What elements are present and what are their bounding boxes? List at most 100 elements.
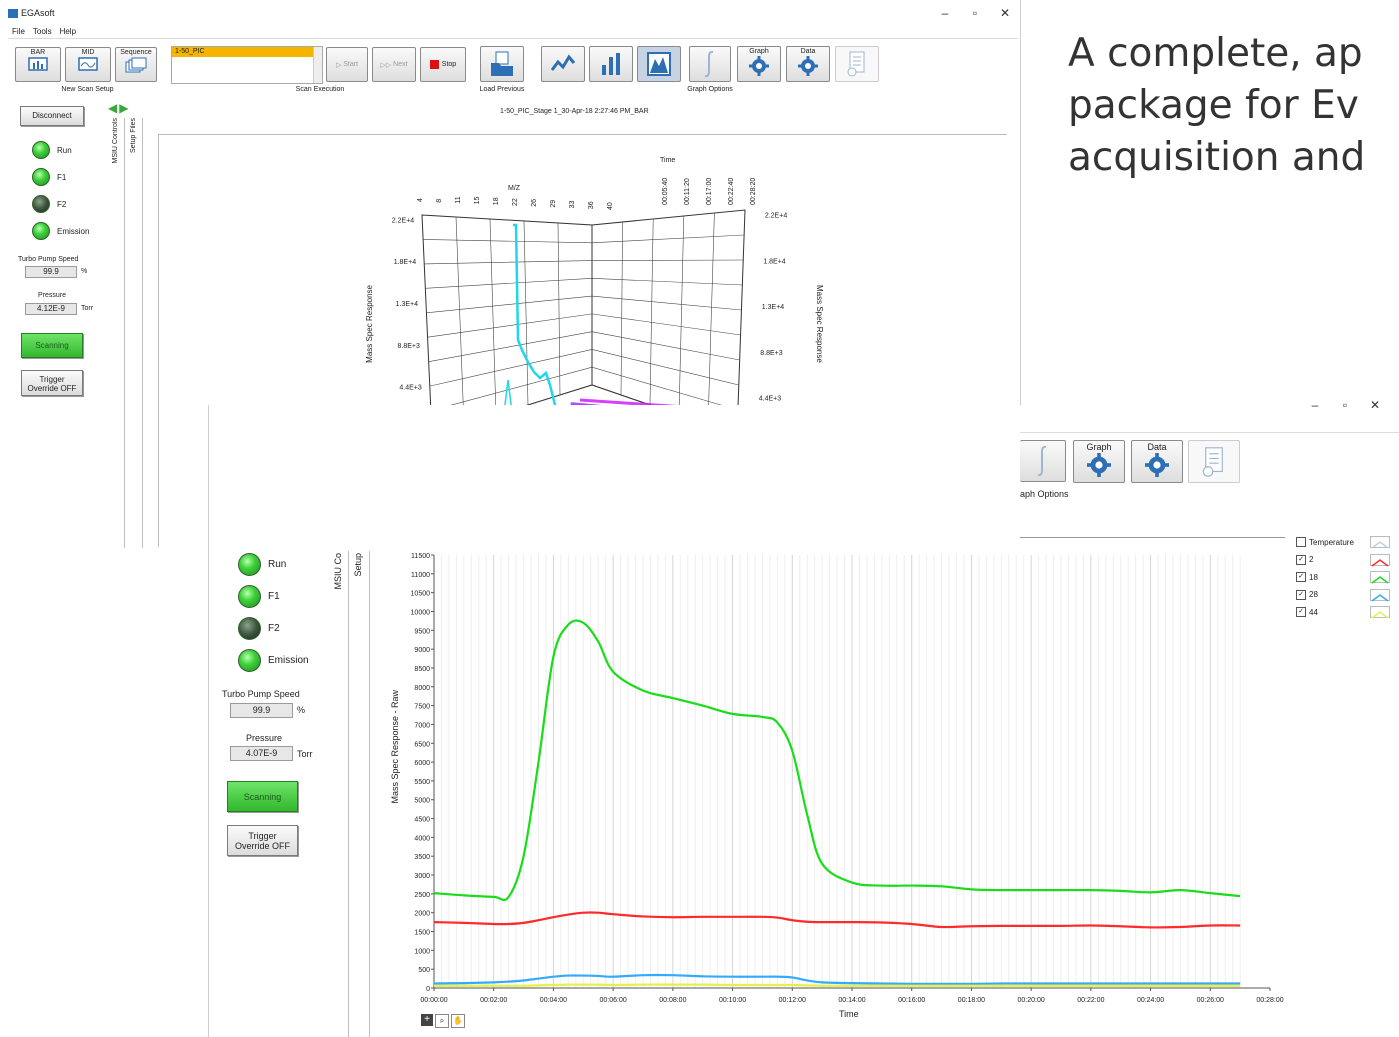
data-settings-button[interactable]: Data	[786, 46, 830, 82]
mz-tick-label: 26	[531, 199, 538, 207]
y-tick-label: 5000	[414, 798, 430, 805]
minimize-icon[interactable]: –	[941, 6, 949, 20]
legend-label: 2	[1309, 555, 1314, 564]
minimize-icon[interactable]: –	[1311, 398, 1319, 412]
stop-icon	[429, 60, 439, 69]
legend-swatch[interactable]	[1370, 536, 1390, 549]
y-tick-label-right: 1.8E+4	[763, 258, 785, 265]
legend-item[interactable]: ✓ 44	[1296, 607, 1318, 617]
time-axis-label: Time	[660, 157, 675, 164]
front-pressure-value: 4.07E-9	[230, 746, 293, 761]
legend-item[interactable]: ✓ 28	[1296, 589, 1318, 600]
legend-checkbox[interactable]: ✓	[1296, 572, 1306, 582]
y-tick-label: 10000	[411, 609, 431, 616]
front-emission-led	[238, 649, 261, 672]
line-graph-button[interactable]	[541, 46, 585, 82]
y-tick-label: 8000	[414, 685, 430, 692]
sequence-button[interactable]: Sequence	[115, 47, 157, 82]
line-graph-icon	[550, 54, 576, 71]
y-tick-label: 4.4E+3	[399, 385, 421, 392]
x-tick-label: 00:10:00	[719, 997, 746, 1004]
3d-graph-button[interactable]	[637, 46, 681, 82]
load-previous-label: Load Previous	[479, 86, 525, 93]
report-button[interactable]	[835, 46, 879, 82]
emission-label: Emission	[57, 227, 90, 236]
front-scanning-button[interactable]: Scanning	[227, 781, 298, 812]
menu-file[interactable]: File	[12, 27, 25, 36]
plot-title: 1-50_PIC_Stage 1_30-Apr-18 2:27:46 PM_BA…	[500, 108, 649, 115]
front-f2-led	[238, 617, 261, 640]
disconnect-button[interactable]: Disconnect	[20, 106, 84, 126]
report-icon	[1202, 447, 1223, 477]
time-tick-label: 00:11:20	[684, 178, 691, 205]
front-msiu-tab[interactable]: MSIU Co	[333, 553, 343, 590]
y-tick-label: 1000	[414, 948, 430, 955]
msiu-controls-tab[interactable]: MSIU Controls	[112, 118, 119, 164]
time-tick-label: 00:05:40	[662, 178, 669, 205]
close-icon[interactable]: ✕	[999, 6, 1011, 20]
mid-icon	[78, 57, 98, 71]
crosshair-tool-icon[interactable]: +	[421, 1014, 433, 1026]
setup-files-tab[interactable]: Setup Files	[130, 118, 137, 154]
front-toolbar	[1020, 432, 1399, 499]
legend-swatch[interactable]	[1370, 553, 1390, 567]
y-tick-label: 5500	[414, 779, 430, 786]
integral-button[interactable]	[689, 46, 731, 82]
legend-swatch[interactable]	[1370, 571, 1390, 584]
scan-list-scrollbar[interactable]	[313, 47, 322, 83]
bar-scan-button[interactable]: BAR	[15, 47, 61, 82]
legend-item[interactable]: Temperature	[1296, 537, 1354, 547]
legend-swatch[interactable]	[1370, 588, 1390, 602]
stop-button[interactable]: Stop	[420, 47, 466, 82]
front-report-button[interactable]	[1188, 440, 1240, 483]
front-turbo-pump-label: Turbo Pump Speed	[222, 689, 300, 699]
scan-list-item[interactable]: 1-50_PIC	[172, 47, 322, 57]
legend-checkbox[interactable]: ✓	[1296, 589, 1306, 600]
load-previous-button[interactable]	[480, 46, 524, 82]
front-panel-divider	[348, 551, 349, 1037]
legend-item[interactable]: ✓ 18	[1296, 572, 1318, 582]
front-trigger-override-button[interactable]: Trigger Override OFF	[227, 825, 298, 856]
restore-icon[interactable]: ▫	[1342, 398, 1348, 412]
gear-icon	[749, 56, 769, 76]
chart-axes: 1150011000105001000095009000850080007500…	[411, 553, 1284, 1004]
restore-icon[interactable]: ▫	[972, 6, 978, 20]
next-button[interactable]: ▷▷ Next	[372, 47, 416, 82]
zoom-tool-icon[interactable]: ⌕	[435, 1014, 449, 1028]
arrow-left-icon[interactable]: ◀	[108, 101, 120, 115]
bar-graph-button[interactable]	[589, 46, 633, 82]
integral-icon	[1037, 445, 1046, 477]
legend-label: 28	[1309, 590, 1318, 599]
legend-checkbox[interactable]: ✓	[1296, 607, 1306, 617]
scan-list[interactable]: 1-50_PIC	[171, 46, 323, 84]
legend-checkbox[interactable]	[1296, 537, 1306, 547]
legend-checkbox[interactable]: ✓	[1296, 554, 1306, 565]
trigger-override-button[interactable]: Trigger Override OFF	[21, 370, 83, 396]
front-integral-button[interactable]	[1020, 440, 1066, 482]
close-icon[interactable]: ✕	[1369, 398, 1381, 412]
menu-tools[interactable]: Tools	[32, 27, 52, 36]
graph-settings-button[interactable]: Graph	[737, 46, 781, 82]
arrow-right-icon[interactable]: ▶	[119, 101, 131, 115]
y-tick-label: 8.8E+3	[398, 343, 420, 350]
x-tick-label: 00:12:00	[779, 997, 806, 1004]
pressure-label: Pressure	[38, 292, 67, 299]
time-series-chart[interactable]: 1150011000105001000095009000850080007500…	[400, 548, 1300, 1008]
front-graph-settings-button[interactable]: Graph	[1073, 440, 1125, 483]
legend-item[interactable]: ✓ 2	[1296, 554, 1314, 565]
pressure-value: 4.12E-9	[25, 303, 77, 315]
mid-scan-button[interactable]: MID	[65, 47, 111, 82]
series-line-2	[433, 911, 1241, 929]
front-data-settings-button[interactable]: Data	[1131, 440, 1183, 483]
menu-help[interactable]: Help	[59, 27, 77, 36]
legend-label: Temperature	[1309, 537, 1354, 547]
x-tick-label: 00:24:00	[1137, 997, 1164, 1004]
front-setup-tab[interactable]: Setup	[353, 553, 363, 577]
turbo-pump-unit: %	[81, 268, 88, 275]
grid-line	[455, 216, 465, 426]
start-button[interactable]: ▷ Start	[326, 47, 368, 82]
pan-tool-icon[interactable]: ✋	[451, 1014, 465, 1028]
scanning-button[interactable]: Scanning	[21, 333, 83, 358]
legend-swatch[interactable]	[1370, 606, 1390, 619]
egasoft-window-front	[208, 405, 1399, 1037]
